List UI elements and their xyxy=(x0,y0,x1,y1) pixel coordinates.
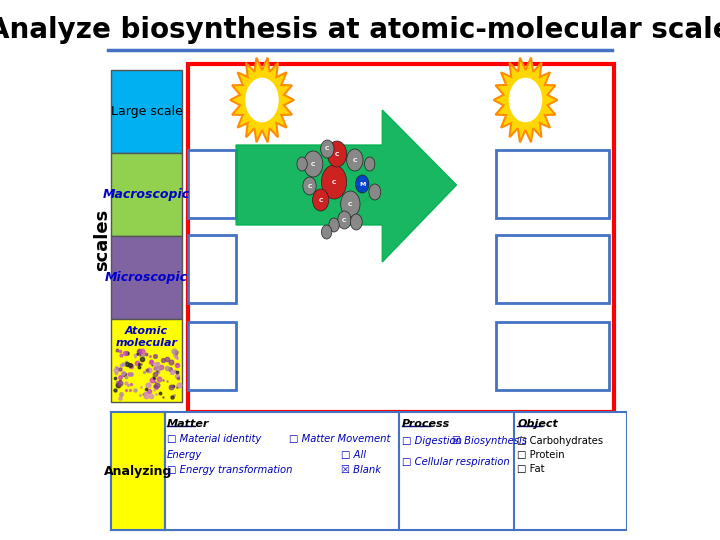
Text: M: M xyxy=(359,181,366,186)
Circle shape xyxy=(346,149,363,171)
Text: C: C xyxy=(311,161,315,166)
Text: C: C xyxy=(348,201,353,206)
Circle shape xyxy=(321,225,332,239)
Text: Process: Process xyxy=(402,419,450,429)
Text: □ Carbohydrates: □ Carbohydrates xyxy=(518,436,603,446)
Text: □ All: □ All xyxy=(341,450,366,460)
FancyBboxPatch shape xyxy=(496,235,608,303)
FancyBboxPatch shape xyxy=(112,412,627,530)
Circle shape xyxy=(321,165,346,199)
Text: □ Protein: □ Protein xyxy=(518,450,565,460)
Circle shape xyxy=(338,211,351,229)
Text: □ Cellular respiration: □ Cellular respiration xyxy=(402,457,509,467)
Text: scales: scales xyxy=(93,209,111,271)
Text: □ Digestion: □ Digestion xyxy=(402,436,462,446)
Circle shape xyxy=(328,141,346,167)
FancyBboxPatch shape xyxy=(496,150,608,218)
Text: ☒ Biosynthesis: ☒ Biosynthesis xyxy=(452,436,527,446)
Circle shape xyxy=(297,157,307,171)
Circle shape xyxy=(304,151,323,177)
Text: Large scale: Large scale xyxy=(111,105,183,118)
Text: C: C xyxy=(342,218,346,222)
FancyBboxPatch shape xyxy=(496,322,608,390)
Text: C: C xyxy=(332,179,336,185)
Text: Analyzing: Analyzing xyxy=(104,464,172,477)
Text: C: C xyxy=(335,152,339,157)
Text: Energy: Energy xyxy=(167,450,202,460)
Text: □ Material identity: □ Material identity xyxy=(167,434,261,444)
FancyBboxPatch shape xyxy=(188,235,236,303)
Text: C: C xyxy=(325,146,330,152)
FancyBboxPatch shape xyxy=(112,70,182,153)
Circle shape xyxy=(351,214,362,230)
Text: Atomic
molecular: Atomic molecular xyxy=(116,326,178,348)
Polygon shape xyxy=(236,110,456,262)
Text: C: C xyxy=(353,158,357,163)
FancyBboxPatch shape xyxy=(112,153,182,236)
Text: □ Energy transformation: □ Energy transformation xyxy=(167,465,292,475)
FancyBboxPatch shape xyxy=(112,412,165,530)
Text: □ Matter Movement: □ Matter Movement xyxy=(289,434,391,444)
Text: Microscopic: Microscopic xyxy=(105,271,188,284)
Text: C: C xyxy=(307,184,312,188)
Text: Matter: Matter xyxy=(167,419,210,429)
Text: C: C xyxy=(318,198,323,202)
Circle shape xyxy=(246,78,278,122)
FancyBboxPatch shape xyxy=(188,64,614,412)
Circle shape xyxy=(329,218,339,232)
Circle shape xyxy=(341,191,360,217)
Circle shape xyxy=(369,184,381,200)
Text: ☒ Blank: ☒ Blank xyxy=(341,465,382,475)
Circle shape xyxy=(312,189,329,211)
FancyBboxPatch shape xyxy=(112,319,182,402)
Circle shape xyxy=(510,78,541,122)
Polygon shape xyxy=(230,58,294,143)
Text: Macroscopic: Macroscopic xyxy=(103,188,190,201)
FancyBboxPatch shape xyxy=(188,322,236,390)
Circle shape xyxy=(356,175,369,193)
FancyBboxPatch shape xyxy=(112,236,182,319)
Circle shape xyxy=(320,140,334,158)
Text: Analyze biosynthesis at atomic-molecular scale: Analyze biosynthesis at atomic-molecular… xyxy=(0,16,720,44)
Circle shape xyxy=(303,177,316,195)
Circle shape xyxy=(364,157,375,171)
Polygon shape xyxy=(494,58,557,143)
Text: □ Fat: □ Fat xyxy=(518,464,545,474)
Text: Object: Object xyxy=(518,419,558,429)
FancyBboxPatch shape xyxy=(188,150,236,218)
